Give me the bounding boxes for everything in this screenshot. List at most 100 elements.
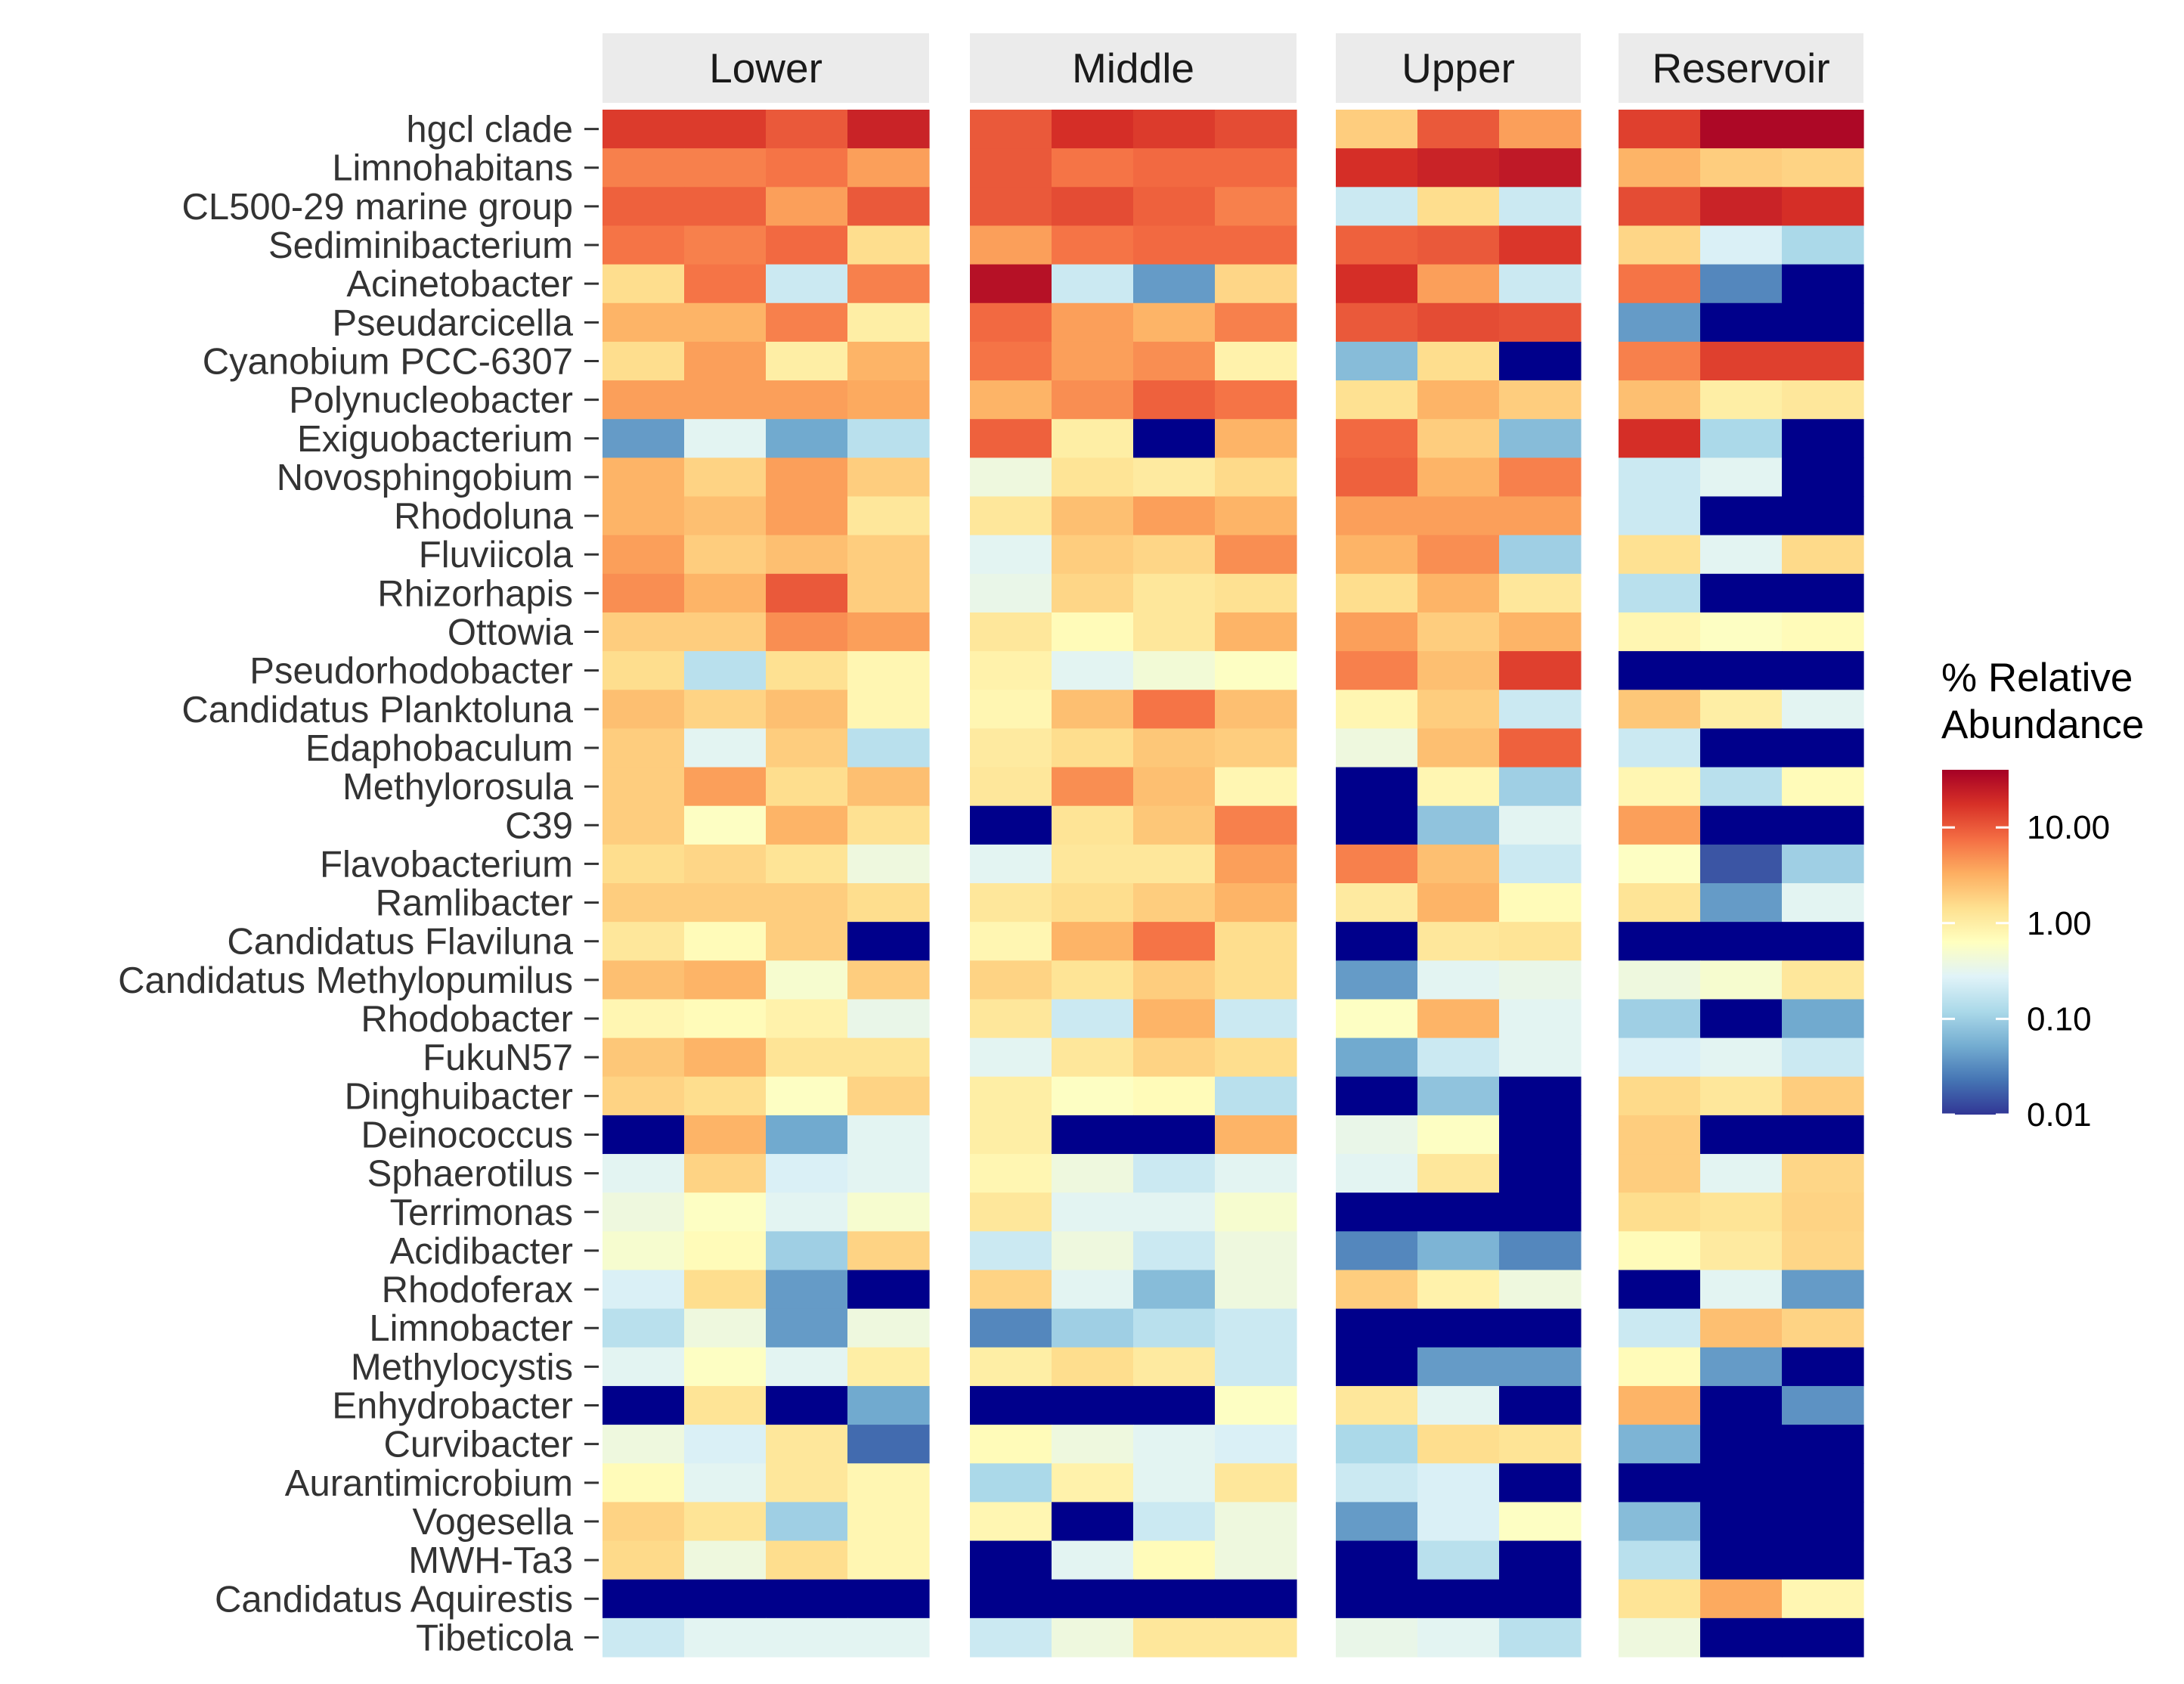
heatmap-cell [1336,187,1418,227]
heatmap-cell [1215,1347,1297,1387]
heatmap-cell [1700,1502,1783,1542]
heatmap-cell [847,264,930,304]
heatmap-cell [766,922,848,961]
heatmap-cell [1619,225,1701,265]
heatmap-cell [1700,651,1783,690]
heatmap-cell [766,844,848,884]
heatmap-cell [1619,1308,1701,1348]
heatmap-cell [847,1617,930,1658]
heatmap-cell [1700,805,1783,845]
heatmap-cell [970,380,1052,420]
heatmap-cell [1052,1463,1134,1503]
heatmap-cell [766,1192,848,1232]
heatmap-cell [1499,883,1581,923]
heatmap-cell [1215,264,1297,304]
row-label: Candidatus Flaviluna [227,922,573,963]
heatmap-cell [1336,264,1418,304]
heatmap-cell [1417,844,1500,884]
heatmap-cell [1619,1502,1701,1542]
heatmap-cell [684,1308,767,1348]
heatmap-cell [1417,1540,1500,1580]
heatmap-cell [1336,1425,1418,1464]
heatmap-cell [1133,573,1216,613]
heatmap-cell [847,1231,930,1271]
heatmap-cell [1052,187,1134,227]
heatmap-cell [603,1385,685,1425]
heatmap-cell [1052,1617,1134,1658]
heatmap-cell [603,1463,685,1503]
heatmap-cell [1782,380,1864,420]
facet-label: Lower [709,45,822,91]
heatmap-cell [1499,110,1581,149]
row-label: Curvibacter [383,1425,573,1465]
heatmap-cell [1133,844,1216,884]
heatmap-cell [684,380,767,420]
heatmap-cell [1499,419,1581,458]
heatmap-cell [1133,1076,1216,1116]
heatmap-cell [684,1076,767,1116]
legend-ticks: 10.00 1.00 0.10 0.01 [1942,809,2110,1134]
heatmap-cell [1499,496,1581,536]
row-label: Fluviicola [419,535,574,575]
heatmap-cell [1215,1385,1297,1425]
heatmap-cell [847,1076,930,1116]
heatmap-cell [1215,1617,1297,1658]
heatmap-cell [1052,1115,1134,1155]
row-label: Rhizorhapis [377,573,573,614]
heatmap-cell [1700,1231,1783,1271]
heatmap-cell [1133,187,1216,227]
heatmap-cell [1133,264,1216,304]
row-label: Enhydrobacter [332,1386,573,1427]
heatmap-cell [766,535,848,575]
heatmap-cell [847,728,930,768]
heatmap-cell [1700,612,1783,652]
heatmap-cell [603,1154,685,1193]
heatmap-cell [1700,844,1783,884]
legend-tick-label: 0.01 [2027,1096,2092,1134]
heatmap-cell [1700,264,1783,304]
row-label: Rhodoluna [394,496,574,537]
heatmap-cell [970,1270,1052,1310]
heatmap-cell [1619,1579,1701,1619]
heatmap-cell [970,187,1052,227]
heatmap-cell [766,264,848,304]
heatmap-cell [1782,1192,1864,1232]
heatmap-cell [1052,690,1134,729]
heatmap-cell [1499,1579,1581,1619]
heatmap-cell [847,651,930,690]
heatmap-cell [1215,535,1297,575]
heatmap-cell [1619,535,1701,575]
heatmap-cell [1782,573,1864,613]
heatmap-cell [1052,496,1134,536]
heatmap-cell [1499,999,1581,1039]
heatmap-cell [1700,535,1783,575]
row-label: Pseudarcicella [332,302,573,343]
heatmap-cell [1417,225,1500,265]
heatmap-cell [1700,187,1783,227]
heatmap-cell [603,1502,685,1542]
heatmap-cell [684,187,767,227]
heatmap-cell [1782,302,1864,343]
heatmap-cell [684,728,767,768]
heatmap-cell [603,883,685,923]
heatmap-cell [970,1425,1052,1464]
heatmap-cell [1336,999,1418,1039]
heatmap-cell [1417,960,1500,1000]
heatmap-cell [684,1425,767,1464]
heatmap-cell [970,651,1052,690]
heatmap-cell [603,225,685,265]
heatmap-cell [1417,457,1500,498]
heatmap-cell [1782,1270,1864,1310]
heatmap-cell [1133,380,1216,420]
heatmap-cell [766,1347,848,1387]
heatmap-cell [1700,457,1783,498]
heatmap-cell [1619,1540,1701,1580]
heatmap-cell [847,883,930,923]
heatmap-cell [1499,612,1581,652]
heatmap-cell [1052,844,1134,884]
heatmap-cell [766,302,848,343]
heatmap-cell [1052,1154,1134,1193]
heatmap-cell [847,999,930,1039]
heatmap-cell [766,612,848,652]
